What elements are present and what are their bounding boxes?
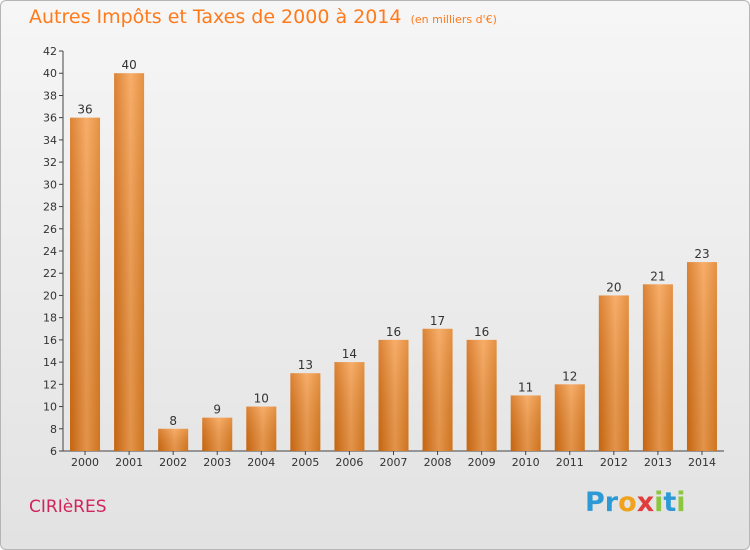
y-tick-label: 22 — [43, 267, 57, 280]
data-label: 12 — [562, 369, 577, 383]
commune-name: CIRIèRES — [29, 497, 107, 517]
x-tick-label: 2013 — [644, 456, 672, 469]
x-tick-label: 2006 — [335, 456, 363, 469]
x-tick-label: 2007 — [380, 456, 408, 469]
bar-shade-2000 — [70, 117, 101, 452]
y-tick-label: 42 — [43, 45, 57, 58]
y-tick-label: 18 — [43, 312, 57, 325]
data-label: 14 — [342, 347, 357, 361]
x-tick-label: 2010 — [512, 456, 540, 469]
x-tick-label: 2011 — [556, 456, 584, 469]
bar-shade-2012 — [598, 295, 629, 451]
data-label: 17 — [430, 314, 445, 328]
x-tick-label: 2003 — [203, 456, 231, 469]
data-label: 11 — [518, 380, 533, 394]
y-tick-label: 26 — [43, 223, 57, 236]
y-tick-label: 36 — [43, 112, 57, 125]
bar-shade-2014 — [686, 262, 717, 451]
bar-shade-2010 — [510, 395, 541, 451]
data-label: 20 — [606, 280, 621, 294]
x-tick-label: 2014 — [688, 456, 716, 469]
y-tick-label: 6 — [50, 445, 57, 458]
bar-shade-2011 — [554, 384, 585, 451]
y-tick-label: 10 — [43, 401, 57, 414]
bar-shade-2003 — [202, 417, 233, 451]
logo-letter: o — [618, 487, 637, 518]
proxiti-logo: Proxiti — [585, 487, 686, 518]
y-tick-label: 38 — [43, 89, 57, 102]
y-tick-label: 30 — [43, 178, 57, 191]
bar-shade-2013 — [642, 284, 673, 451]
y-tick-label: 32 — [43, 156, 57, 169]
x-tick-label: 2009 — [468, 456, 496, 469]
x-tick-label: 2000 — [71, 456, 99, 469]
data-label: 40 — [121, 58, 136, 72]
y-tick-label: 20 — [43, 289, 57, 302]
y-tick-label: 34 — [43, 134, 57, 147]
data-label: 13 — [298, 358, 313, 372]
logo-letter: t — [663, 487, 677, 518]
chart-title: Autres Impôts et Taxes de 2000 à 2014 (e… — [29, 6, 497, 28]
bar-shade-2002 — [158, 428, 189, 451]
x-tick-label: 2002 — [159, 456, 187, 469]
y-tick-label: 14 — [43, 356, 57, 369]
y-tick-label: 28 — [43, 201, 57, 214]
data-label: 16 — [474, 325, 489, 339]
data-label: 16 — [386, 325, 401, 339]
data-label: 23 — [694, 247, 709, 261]
bar-shade-2001 — [114, 73, 145, 451]
data-label: 10 — [254, 392, 269, 406]
chart-title-text: Autres Impôts et Taxes de 2000 à 2014 — [29, 6, 402, 28]
y-tick-label: 24 — [43, 245, 57, 258]
bar-shade-2008 — [422, 328, 453, 451]
chart-unit: (en milliers d'€) — [410, 13, 497, 26]
x-tick-label: 2001 — [115, 456, 143, 469]
logo-letter: i — [676, 487, 686, 518]
x-tick-label: 2004 — [247, 456, 275, 469]
bar-shade-2007 — [378, 339, 409, 451]
data-label: 21 — [650, 269, 665, 283]
bar-shade-2005 — [290, 373, 321, 451]
logo-letter: x — [636, 487, 655, 518]
data-label: 9 — [213, 403, 221, 417]
y-tick-label: 12 — [43, 378, 57, 391]
bar-shade-2009 — [466, 339, 497, 451]
logo-letter: i — [654, 487, 664, 518]
x-tick-label: 2012 — [600, 456, 628, 469]
data-label: 36 — [77, 103, 92, 117]
y-tick-label: 40 — [43, 67, 57, 80]
bar-shade-2006 — [334, 362, 365, 451]
logo-letter: r — [604, 487, 619, 518]
data-label: 8 — [169, 414, 177, 428]
x-tick-label: 2005 — [291, 456, 319, 469]
x-tick-label: 2008 — [424, 456, 452, 469]
y-tick-label: 8 — [50, 423, 57, 436]
bar-shade-2004 — [246, 406, 277, 451]
y-tick-label: 16 — [43, 334, 57, 347]
logo-letter: P — [585, 487, 605, 518]
